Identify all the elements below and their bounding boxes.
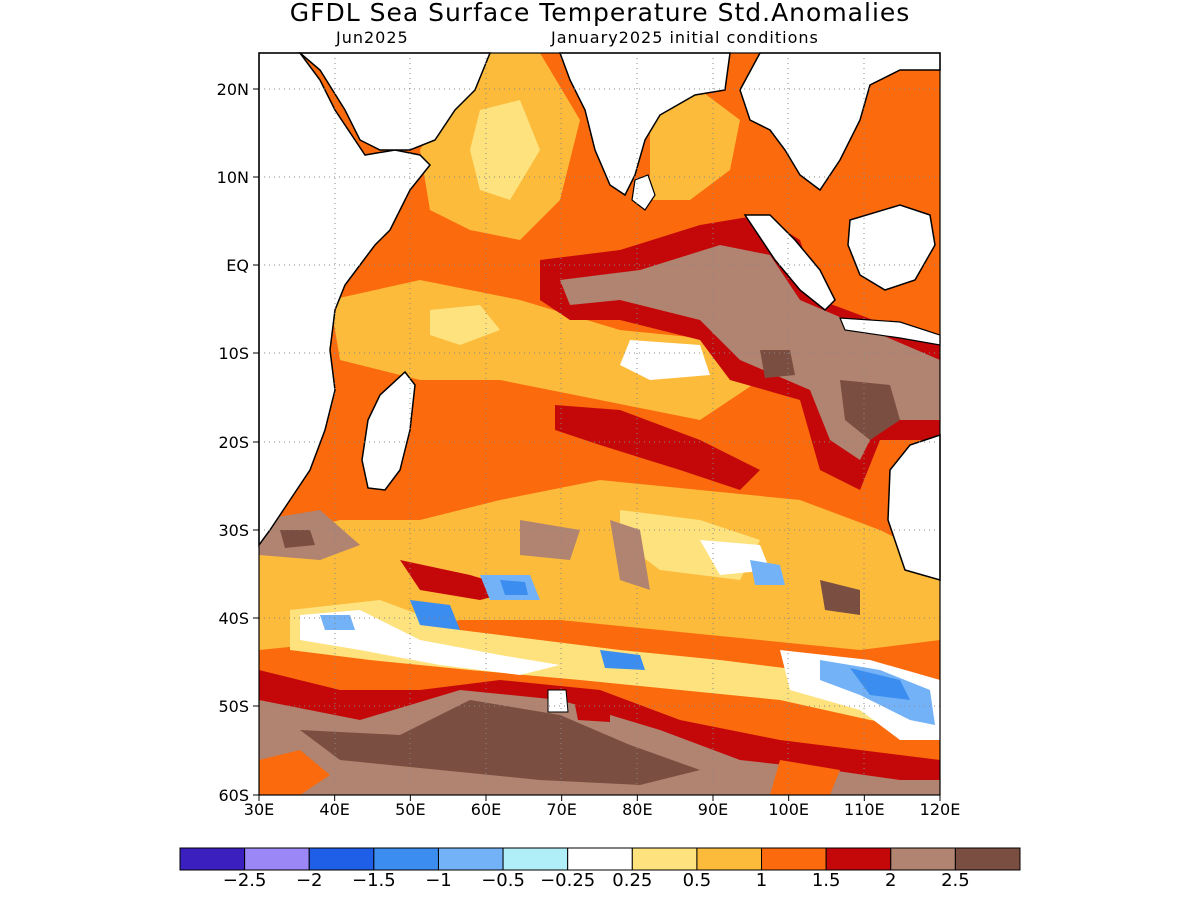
colorbar-swatch: [308, 847, 375, 871]
colorbar-label: −2: [296, 870, 323, 891]
colorbar-swatch: [179, 847, 246, 871]
south-west-orange: [259, 750, 330, 795]
colorbar-swatch: [954, 847, 1021, 871]
colorbar-label: −0.25: [540, 870, 595, 891]
south-blue-2: [750, 560, 785, 585]
midlat-east-blue-core: [850, 668, 910, 700]
colorbar: −2.5 −2 −1.5 −1 −0.5 −0.25 0.25 0.5 1 1.5 2 2.5: [179, 847, 1021, 891]
madagascar: [361, 370, 416, 491]
midlat-blue-1: [410, 600, 460, 630]
lon-tick-label: 110E: [844, 800, 885, 819]
lon-tick-label: 120E: [920, 800, 961, 819]
lat-tick-label: EQ: [226, 256, 249, 275]
plot-frame: [258, 52, 941, 796]
colorbar-label: 0.25: [612, 870, 652, 891]
colorbar-swatch: [696, 847, 763, 871]
grid-lines: [259, 53, 940, 795]
colorbar-label: 1.5: [812, 870, 841, 891]
sri-lanka: [631, 174, 656, 211]
tropical-pale-2: [430, 305, 500, 345]
lon-tick-label: 60E: [471, 800, 501, 819]
colorbar-swatch: [502, 847, 569, 871]
bay-bengal-warm: [650, 90, 740, 200]
south-dark-band: [300, 700, 700, 785]
lat-tick-label: 20N: [217, 80, 249, 99]
sumatra: [743, 214, 836, 312]
colorbar-label: −0.5: [481, 870, 525, 891]
colorbar-swatch: [890, 847, 956, 871]
borneo: [847, 204, 936, 291]
lat-tick-label: 30S: [218, 521, 249, 540]
south-brown-4: [820, 580, 860, 615]
east-eq-dark-2: [760, 350, 795, 378]
east-eq-dark: [840, 380, 900, 440]
south-blue-1b: [500, 580, 528, 595]
land-masks: [258, 52, 941, 713]
colorbar-swatch: [244, 847, 310, 871]
indochina: [739, 52, 941, 192]
initial-conditions: January2025 initial conditions: [551, 28, 819, 47]
lon-tick-label: 80E: [622, 800, 652, 819]
south-brown-2: [610, 520, 650, 590]
midlat-white-core: [300, 610, 560, 675]
kerguelen-red: [575, 705, 610, 722]
lat-tick-label: 50S: [218, 697, 249, 716]
kerguelen: [547, 689, 569, 713]
lon-tick-label: 40E: [319, 800, 349, 819]
south-dark-1: [280, 530, 315, 548]
arabian-sea-pale: [470, 100, 540, 200]
colorbar-label: 2.5: [941, 870, 970, 891]
lat-tick-label: 10S: [218, 344, 249, 363]
colorbar-label: −1: [425, 870, 452, 891]
subtropical-red: [555, 405, 760, 490]
midlat-blue-2: [320, 615, 355, 630]
colorbar-label: 1: [756, 870, 767, 891]
axis-ticks: 30E 40E 50E 60E 70E 80E 90E 100E 110E 120E 20N 10N E…: [217, 80, 961, 819]
lon-tick-label: 90E: [698, 800, 728, 819]
lon-tick-label: 50E: [395, 800, 425, 819]
midlat-blue-3: [600, 650, 645, 670]
forecast-month: Jun2025: [336, 28, 409, 47]
lat-tick-label: 10N: [217, 168, 249, 187]
colorbar-swatch: [631, 847, 698, 871]
africa: [258, 52, 432, 548]
colorbar-swatch: [567, 847, 633, 871]
lat-tick-label: 60S: [218, 786, 249, 805]
lon-tick-label: 70E: [546, 800, 576, 819]
colorbar-label: 0.5: [683, 870, 712, 891]
lon-tick-label: 100E: [768, 800, 809, 819]
colorbar-label: −2.5: [223, 870, 267, 891]
lat-tick-label: 20S: [218, 433, 249, 452]
map-title: GFDL Sea Surface Temperature Std.Anomali…: [289, 0, 911, 27]
lon-tick-label: 30E: [244, 800, 274, 819]
lat-tick-label: 40S: [218, 609, 249, 628]
colorbar-swatch: [761, 847, 827, 871]
colorbar-swatch: [437, 847, 504, 871]
arabia: [297, 52, 492, 151]
colorbar-label: −1.5: [352, 870, 396, 891]
colorbar-swatch: [825, 847, 892, 871]
colorbar-swatch: [373, 847, 439, 871]
colorbar-label: 2: [885, 870, 896, 891]
tropical-pale: [620, 340, 710, 380]
india: [558, 52, 731, 197]
